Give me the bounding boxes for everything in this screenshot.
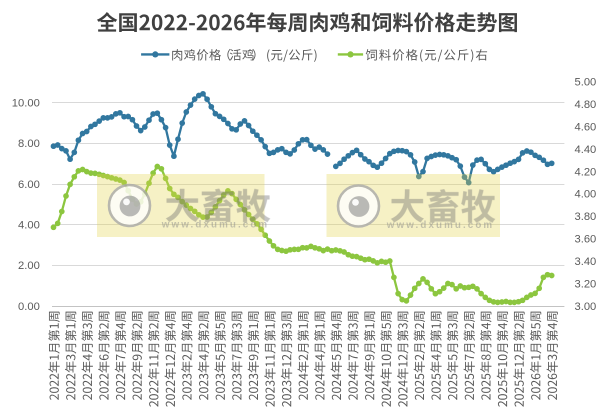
svg-text:8.00: 8.00 — [18, 138, 40, 150]
svg-text:4.00: 4.00 — [18, 220, 40, 232]
svg-text:4.20: 4.20 — [575, 166, 597, 178]
svg-text:3.40: 3.40 — [575, 256, 597, 268]
svg-text:4.40: 4.40 — [575, 144, 597, 156]
svg-text:www.dxumu.com: www.dxumu.com — [386, 220, 495, 231]
svg-text:0.00: 0.00 — [18, 301, 40, 313]
svg-text:6.00: 6.00 — [18, 179, 40, 191]
svg-text:4.00: 4.00 — [575, 189, 597, 201]
svg-text:3.00: 3.00 — [575, 301, 597, 313]
svg-text:5.00: 5.00 — [575, 77, 597, 89]
svg-text:3.60: 3.60 — [575, 234, 597, 246]
svg-text:10.00: 10.00 — [12, 97, 40, 109]
svg-text:4.60: 4.60 — [575, 121, 597, 133]
svg-text:2.00: 2.00 — [18, 260, 40, 272]
svg-text:www.dxumu.com: www.dxumu.com — [161, 219, 270, 230]
svg-text:4.80: 4.80 — [575, 99, 597, 111]
svg-text:3.80: 3.80 — [575, 211, 597, 223]
svg-text:3.20: 3.20 — [575, 279, 597, 291]
